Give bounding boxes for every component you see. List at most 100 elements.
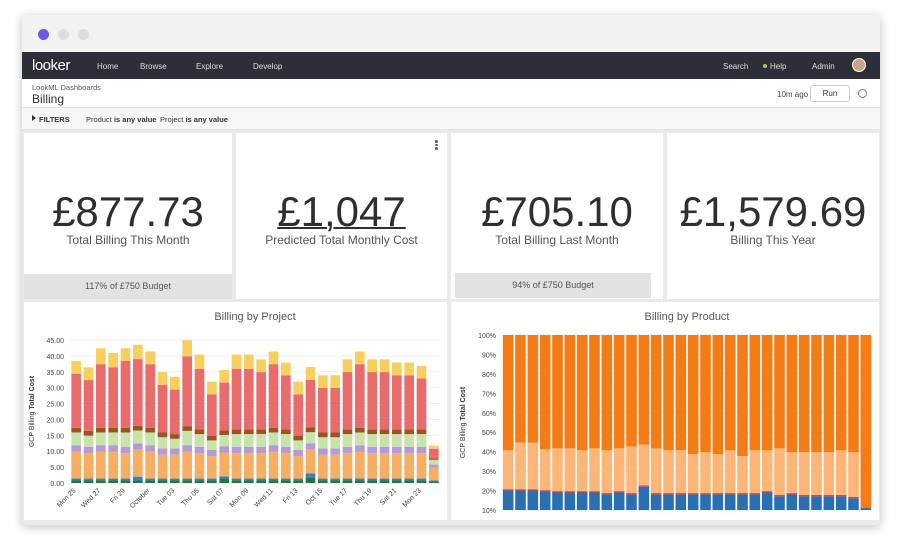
bar-segment (231, 453, 242, 479)
bar-segment (404, 480, 414, 483)
y-tick-label: 40.00 (46, 354, 64, 361)
nav-item[interactable]: Home (97, 62, 119, 71)
bar-segment (848, 335, 859, 453)
bar-segment (860, 508, 872, 510)
bar-segment (231, 478, 242, 481)
bar-segment (182, 426, 192, 431)
search[interactable]: Search (723, 62, 749, 71)
bar-segment (157, 448, 168, 455)
bar-segment (108, 445, 118, 452)
nav-item[interactable]: Explore (196, 62, 224, 71)
bar-segment (133, 359, 143, 426)
kpi-tile: £877.73 Total Billing This Month 117% of… (24, 133, 232, 299)
bar-segment (798, 452, 810, 496)
bar-segment (613, 492, 625, 510)
chart-title: Billing by Project (214, 311, 295, 323)
bar-segment (342, 446, 353, 454)
bar-segment (157, 478, 168, 481)
bar-segment (712, 494, 724, 510)
admin[interactable]: Admin (812, 62, 835, 71)
bar-segment (576, 450, 588, 492)
y-tick-label: 5.00 (50, 465, 64, 472)
settings-icon[interactable] (858, 89, 867, 98)
bar-segment (367, 372, 377, 430)
bar-segment (281, 362, 291, 376)
bar-segment (194, 480, 205, 483)
menu-icon[interactable] (435, 139, 439, 151)
bar-segment (613, 448, 625, 492)
bar-segment (330, 432, 340, 438)
bar-segment (404, 434, 414, 447)
bar-segment (194, 478, 205, 481)
bar-segment (170, 438, 180, 449)
filter[interactable]: Product is any value (86, 115, 156, 124)
bar-segment (96, 348, 106, 365)
bar-segment (724, 450, 736, 494)
bar-segment (256, 453, 266, 479)
filter[interactable]: Project is any value (160, 115, 228, 124)
bar-segment (379, 429, 390, 435)
nav-item[interactable]: Develop (253, 62, 283, 71)
logo[interactable]: looker (32, 57, 70, 74)
bar-segment (281, 446, 291, 454)
run-button[interactable]: Run (810, 85, 850, 102)
bar-segment (342, 478, 353, 481)
bar-segment (342, 372, 353, 430)
bar-segment (330, 454, 340, 479)
bar-segment (256, 359, 266, 373)
bar-segment (687, 335, 699, 455)
bar-segment (145, 451, 155, 479)
bar-segment (120, 360, 131, 428)
bar-segment (145, 364, 155, 428)
y-tick-label: 100% (478, 333, 496, 340)
bar-segment (848, 452, 859, 497)
breadcrumb[interactable]: LookML Dashboards (32, 83, 101, 92)
avatar[interactable] (852, 58, 866, 72)
bar-segment (145, 427, 155, 433)
bar-segment (219, 478, 229, 483)
y-tick-label: 35.00 (46, 370, 64, 377)
bar-segment (170, 389, 180, 435)
bar-segment (601, 493, 613, 495)
bar-segment (700, 452, 711, 494)
bar-segment (96, 451, 106, 479)
bar-segment (367, 453, 377, 479)
bar-segment (392, 446, 402, 454)
bar-segment (145, 445, 155, 452)
bar-segment (170, 448, 180, 455)
y-tick-label: 20% (482, 489, 496, 496)
bar-segment (589, 491, 600, 493)
bar-segment (207, 394, 217, 436)
bar-segment (83, 435, 94, 447)
bar-segment (145, 478, 155, 481)
bar-segment (515, 335, 526, 443)
filters-label[interactable]: FILTERS (39, 115, 70, 124)
bar-segment (194, 368, 205, 430)
y-tick-label: 90% (482, 352, 496, 359)
nav-item[interactable]: Browse (140, 62, 167, 71)
bar-segment (601, 450, 613, 494)
bar-segment (133, 344, 143, 360)
help[interactable]: Help (770, 62, 787, 71)
bar-segment (835, 450, 847, 496)
bar-segment (564, 335, 576, 449)
bar-segment (219, 476, 229, 479)
bar-segment (281, 453, 291, 479)
kpi-value[interactable]: £1,047 (277, 188, 406, 235)
bar-segment (663, 450, 674, 494)
bar-segment (330, 448, 340, 455)
bar-segment (835, 335, 847, 451)
bar-segment (268, 480, 279, 483)
bar-segment (244, 354, 254, 369)
bar-segment (663, 335, 674, 451)
bar-segment (811, 496, 822, 510)
bar-segment (823, 495, 835, 497)
bar-segment (589, 448, 600, 492)
bar-segment (355, 445, 365, 452)
bar-segment (749, 450, 761, 494)
bar-segment (527, 442, 539, 490)
bar-segment (626, 493, 637, 495)
bar-segment (330, 437, 340, 449)
filter-bar: FILTERS Product is any value Project is … (22, 108, 880, 130)
bar-segment (786, 494, 798, 510)
